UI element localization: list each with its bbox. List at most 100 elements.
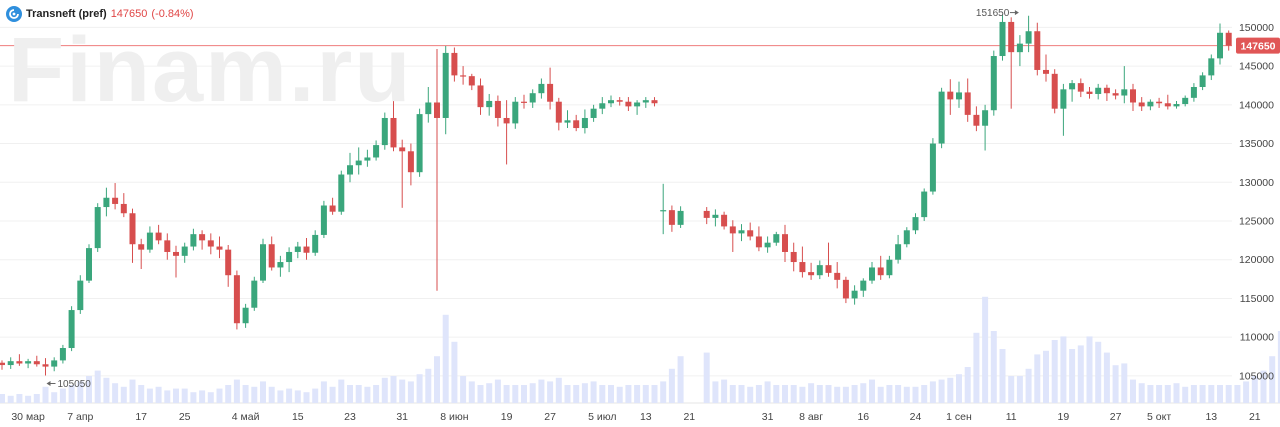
- y-tick-label: 110000: [1240, 332, 1274, 344]
- volume-bar: [190, 392, 196, 403]
- volume-bar: [852, 385, 858, 403]
- volume-bar: [756, 385, 762, 403]
- high-arrow-icon: [1015, 10, 1019, 15]
- x-tick-label: 7 апр: [67, 411, 93, 423]
- candle: [425, 87, 431, 123]
- last-price: 147650: [111, 8, 148, 20]
- candle-body: [1165, 103, 1171, 106]
- candle: [1208, 54, 1214, 80]
- volume-bar: [1017, 376, 1023, 403]
- instrument-name[interactable]: Transneft (pref): [26, 8, 107, 20]
- candle-body: [634, 102, 640, 106]
- candle: [234, 271, 240, 330]
- volume-bar: [808, 383, 814, 403]
- candle-body: [556, 102, 562, 123]
- candle: [364, 150, 370, 167]
- volume-bar: [199, 390, 205, 403]
- volume-bar: [469, 381, 475, 403]
- x-tick-label: 23: [344, 411, 356, 423]
- x-tick-label: 16: [857, 411, 869, 423]
- instrument-logo-icon: [6, 6, 22, 22]
- volume-bar: [373, 385, 379, 403]
- x-tick-label: 27: [544, 411, 556, 423]
- candle: [1095, 84, 1101, 99]
- candle: [399, 140, 405, 208]
- volume-bar: [826, 385, 832, 403]
- volume-bar: [843, 387, 849, 403]
- volume-bar: [138, 385, 144, 403]
- volume-bar: [582, 383, 588, 403]
- candle: [434, 49, 440, 291]
- candle: [1217, 23, 1223, 64]
- volume-bar: [573, 385, 579, 403]
- candle: [921, 188, 927, 221]
- volume-bar: [364, 387, 370, 403]
- volume-bar: [295, 390, 301, 403]
- candle-body: [364, 157, 370, 160]
- candle-body: [269, 244, 275, 267]
- candle-body: [156, 233, 162, 241]
- candle: [251, 277, 257, 311]
- candle-body: [77, 281, 83, 310]
- candle-body: [251, 281, 257, 308]
- candle-body: [86, 248, 92, 281]
- candle: [538, 78, 544, 98]
- candle: [843, 277, 849, 303]
- x-tick-label: 21: [683, 411, 695, 423]
- x-tick-label: 1 сен: [946, 411, 972, 423]
- volume-bar: [1200, 385, 1206, 403]
- candle: [895, 235, 901, 264]
- volume-bar: [1095, 342, 1101, 403]
- volume-bar: [660, 381, 666, 403]
- candle-body: [1200, 75, 1206, 87]
- candle: [617, 97, 623, 106]
- candle: [565, 110, 571, 128]
- candle: [269, 236, 275, 270]
- candle-body: [1026, 31, 1032, 43]
- volume-bar: [965, 367, 971, 403]
- candle: [956, 82, 962, 108]
- candle: [1156, 98, 1162, 108]
- candle: [25, 359, 31, 368]
- candle-body: [425, 102, 431, 114]
- candle: [69, 306, 75, 351]
- y-tick-label: 120000: [1239, 254, 1274, 266]
- volume-bar: [1113, 365, 1119, 403]
- candle-body: [652, 100, 658, 103]
- volume-bar: [1043, 351, 1049, 403]
- volume-bar: [799, 387, 805, 403]
- candle: [1191, 83, 1197, 102]
- volume-bar: [765, 381, 771, 403]
- candle: [147, 226, 153, 252]
- candle-body: [312, 235, 318, 253]
- candle-body: [1060, 89, 1066, 108]
- candle: [1130, 84, 1136, 111]
- candle-body: [791, 252, 797, 262]
- candle-body: [51, 360, 57, 366]
- candle: [573, 115, 579, 131]
- volume-bar: [16, 394, 22, 403]
- candle-body: [321, 206, 327, 235]
- x-tick-label: 4 май: [232, 411, 260, 423]
- candle: [130, 209, 136, 263]
- candle-body: [739, 230, 745, 233]
- candle: [739, 224, 745, 241]
- volume-bar: [1217, 385, 1223, 403]
- candle-body: [60, 348, 66, 360]
- candle: [86, 244, 92, 283]
- candle-body: [521, 102, 527, 103]
- candle-body: [530, 93, 536, 102]
- candle-body: [1139, 102, 1145, 106]
- y-axis: 1050001100001150001200001250001300001350…: [1239, 22, 1274, 383]
- candle: [199, 230, 205, 249]
- x-tick-label: 31: [396, 411, 408, 423]
- volume-bar: [973, 333, 979, 403]
- candle: [1026, 16, 1032, 52]
- candle: [1069, 80, 1075, 102]
- candle-body: [817, 265, 823, 275]
- candle-body: [504, 118, 510, 123]
- candle-body: [138, 244, 144, 249]
- y-tick-label: 130000: [1239, 177, 1274, 189]
- candle-body: [834, 273, 840, 280]
- volume-bar: [947, 378, 953, 403]
